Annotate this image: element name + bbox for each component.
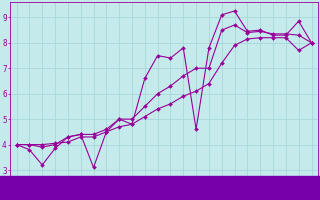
X-axis label: Windchill (Refroidissement éolien,°C): Windchill (Refroidissement éolien,°C) [78,189,250,198]
